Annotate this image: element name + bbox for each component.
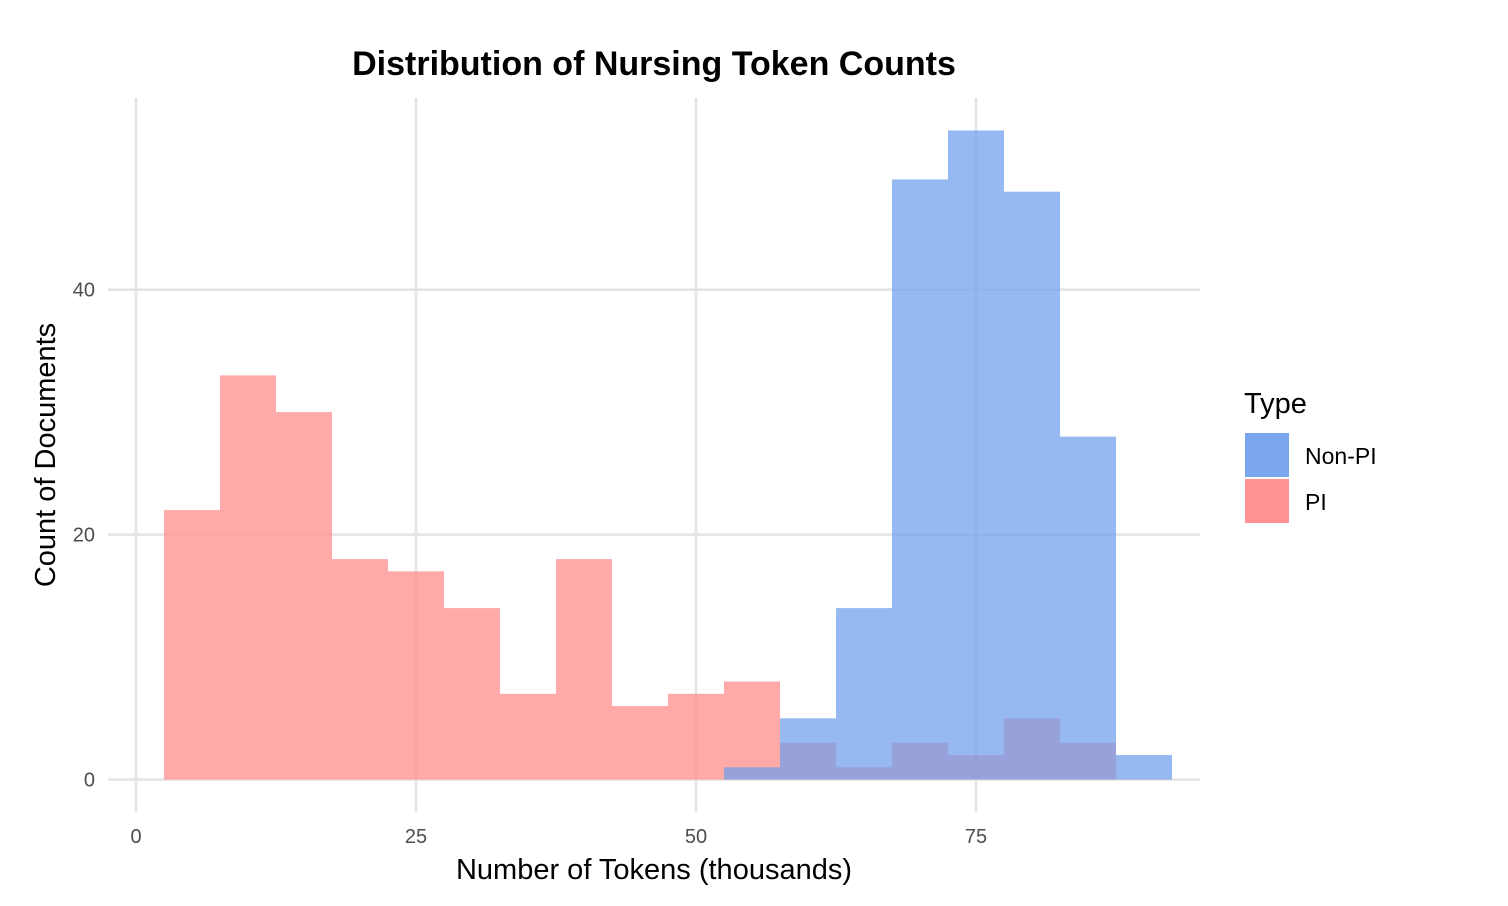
bar-pi (724, 681, 780, 780)
bar-non-pi (1004, 191, 1060, 780)
series-non-pi (724, 130, 1172, 780)
y-axis-title: Count of Documents (30, 323, 62, 587)
legend-item-non-pi: Non-PI (1245, 433, 1377, 477)
bars (164, 130, 1172, 780)
bar-non-pi (892, 179, 948, 780)
bar-non-pi (948, 130, 1004, 780)
series-pi (164, 375, 1116, 780)
chart-title: Distribution of Nursing Token Counts (352, 45, 956, 83)
bar-pi (612, 706, 668, 780)
tick-labels: 0 25 50 75 0 20 40 (73, 280, 987, 848)
x-tick-label: 75 (965, 826, 987, 848)
bar-non-pi (780, 718, 836, 780)
bar-non-pi (1060, 436, 1116, 780)
bar-non-pi (1116, 755, 1172, 780)
bar-pi (164, 510, 220, 780)
bar-non-pi (836, 608, 892, 780)
bar-pi (388, 571, 444, 780)
bar-non-pi (724, 767, 780, 780)
bar-pi (444, 608, 500, 780)
legend-swatch-non-pi (1245, 433, 1289, 477)
x-axis-title: Number of Tokens (thousands) (456, 854, 852, 886)
bar-pi (276, 412, 332, 780)
legend-swatch-pi (1245, 479, 1289, 523)
legend-label-pi: PI (1305, 489, 1327, 515)
bar-pi (500, 693, 556, 780)
y-tick-label: 40 (73, 280, 95, 302)
bar-pi (556, 559, 612, 780)
legend-items: Non-PI PI (1245, 433, 1377, 523)
x-tick-label: 25 (405, 826, 427, 848)
legend-title: Type (1244, 388, 1307, 420)
bar-pi (332, 559, 388, 780)
x-tick-label: 50 (685, 826, 707, 848)
bar-pi (220, 375, 276, 780)
legend-item-pi: PI (1245, 479, 1327, 523)
legend: Type Non-PI PI (1244, 388, 1377, 523)
y-tick-label: 0 (84, 770, 95, 792)
y-tick-label: 20 (73, 525, 95, 547)
legend-label-non-pi: Non-PI (1305, 443, 1377, 469)
x-tick-label: 0 (130, 826, 141, 848)
bar-pi (668, 693, 724, 780)
